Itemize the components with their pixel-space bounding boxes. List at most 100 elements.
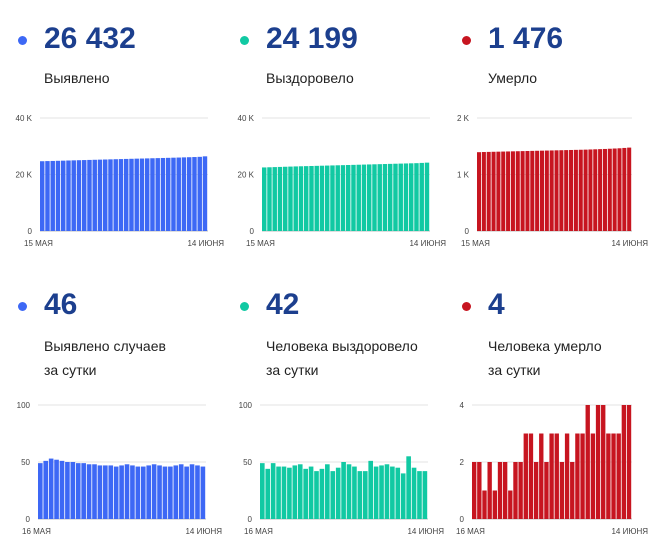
x-tick-label-start: 15 МАЯ bbox=[24, 239, 53, 248]
bar bbox=[340, 165, 346, 231]
bar bbox=[135, 466, 141, 519]
y-tick-label: 0 bbox=[250, 227, 255, 236]
chart-deaths: 0 1 K 2 K 15 МАЯ 14 ИЮНЯ bbox=[457, 114, 648, 248]
bar bbox=[549, 150, 554, 231]
bar bbox=[103, 159, 108, 231]
bar bbox=[314, 165, 319, 231]
total-deaths-value: 1 476 bbox=[488, 22, 564, 55]
bar bbox=[602, 148, 607, 231]
bar bbox=[612, 148, 617, 231]
bar bbox=[496, 151, 501, 231]
daily-deaths-label: Человека умерло за сутки bbox=[488, 338, 602, 378]
bar bbox=[108, 465, 114, 519]
bar bbox=[325, 464, 330, 519]
chart-detected: 0 20 K 40 K 15 МАЯ 14 ИЮНЯ bbox=[16, 114, 225, 248]
bar bbox=[580, 433, 585, 519]
legend-dot bbox=[18, 36, 27, 45]
x-tick-label-end: 14 ИЮНЯ bbox=[611, 527, 648, 536]
bar bbox=[559, 462, 565, 519]
x-tick-label-end: 14 ИЮНЯ bbox=[611, 239, 648, 248]
bar bbox=[528, 433, 534, 519]
bar bbox=[575, 433, 580, 519]
y-tick-label: 40 K bbox=[16, 114, 33, 123]
bar bbox=[171, 157, 176, 231]
bar bbox=[588, 149, 593, 231]
bar bbox=[166, 157, 171, 231]
bar bbox=[40, 161, 45, 231]
bar bbox=[124, 464, 130, 519]
bar bbox=[414, 163, 419, 231]
bar bbox=[82, 160, 87, 231]
bar bbox=[43, 460, 49, 519]
chart-recovered: 0 20 K 40 K 15 МАЯ 14 ИЮНЯ bbox=[238, 114, 447, 248]
x-tick-label-start: 16 МАЯ bbox=[244, 527, 273, 536]
bar bbox=[535, 150, 540, 231]
bar bbox=[373, 466, 379, 519]
bar bbox=[293, 166, 298, 231]
bar bbox=[38, 463, 43, 519]
bar bbox=[544, 462, 549, 519]
bar bbox=[616, 433, 621, 519]
y-tick-label: 0 bbox=[248, 515, 253, 524]
total-recovered-label: Выздоровело bbox=[266, 70, 354, 86]
bar bbox=[585, 405, 590, 519]
bar bbox=[270, 463, 276, 519]
x-tick-label-end: 14 ИЮНЯ bbox=[409, 239, 446, 248]
y-tick-label: 2 K bbox=[457, 114, 470, 123]
bar bbox=[361, 164, 367, 231]
bar bbox=[272, 167, 277, 231]
bar bbox=[513, 462, 518, 519]
bar bbox=[607, 148, 612, 231]
bar bbox=[508, 490, 513, 519]
bar bbox=[314, 471, 319, 519]
bar bbox=[611, 433, 616, 519]
bar bbox=[139, 158, 145, 231]
bar bbox=[379, 465, 384, 519]
x-tick-label-start: 15 МАЯ bbox=[246, 239, 275, 248]
y-tick-label: 100 bbox=[239, 401, 253, 410]
bar bbox=[598, 149, 603, 231]
bar bbox=[352, 466, 357, 519]
bar bbox=[297, 464, 303, 519]
x-tick-label-start: 15 МАЯ bbox=[461, 239, 490, 248]
bar bbox=[377, 164, 382, 231]
bar bbox=[523, 433, 528, 519]
legend-dot bbox=[462, 302, 471, 311]
bar bbox=[129, 158, 134, 231]
bar bbox=[157, 465, 162, 519]
daily-detected-label: Выявлено случаев за сутки bbox=[44, 338, 166, 378]
bar bbox=[303, 468, 308, 519]
bar bbox=[113, 159, 118, 231]
bar bbox=[384, 464, 390, 519]
bar bbox=[482, 490, 487, 519]
bar bbox=[564, 150, 569, 231]
y-tick-label: 2 bbox=[460, 458, 465, 467]
bar bbox=[518, 462, 523, 519]
bar bbox=[346, 165, 351, 231]
bar bbox=[287, 467, 292, 519]
bar bbox=[178, 464, 184, 519]
bar bbox=[400, 473, 406, 519]
bar bbox=[202, 156, 208, 231]
bar bbox=[150, 158, 155, 231]
bar bbox=[330, 471, 336, 519]
total-detected-label: Выявлено bbox=[44, 70, 110, 86]
bar bbox=[160, 157, 166, 231]
x-tick-label-end: 14 ИЮНЯ bbox=[185, 527, 222, 536]
x-tick-label-end: 14 ИЮНЯ bbox=[187, 239, 224, 248]
bar bbox=[559, 150, 564, 231]
total-detected-value: 26 432 bbox=[44, 22, 136, 55]
bar bbox=[155, 158, 160, 231]
bar bbox=[283, 166, 288, 231]
bar bbox=[501, 151, 506, 231]
bar bbox=[578, 149, 583, 231]
bar bbox=[265, 468, 271, 519]
daily-detected-value: 46 bbox=[44, 288, 78, 321]
bar bbox=[382, 164, 388, 231]
panel-deaths: 1 476 Умерло 0 1 K 2 K 15 МАЯ 14 ИЮНЯ bbox=[457, 18, 659, 288]
bar bbox=[510, 151, 515, 231]
bar bbox=[92, 159, 97, 231]
bar bbox=[390, 466, 395, 519]
bar bbox=[187, 157, 192, 231]
bar bbox=[622, 147, 627, 231]
